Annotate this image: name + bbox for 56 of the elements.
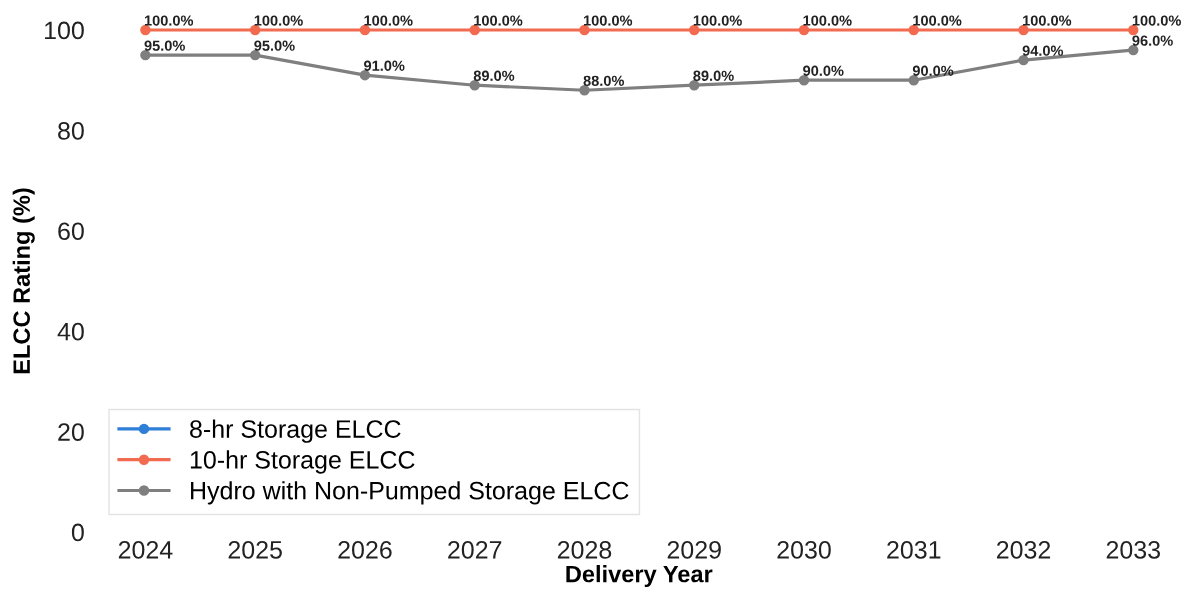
data-label: 100.0% <box>693 15 742 26</box>
data-label: 100.0% <box>913 15 962 26</box>
x-tick-label: 2031 <box>887 540 941 559</box>
y-axis-title: ELCC Rating (%) <box>12 188 35 374</box>
y-tick-label: 60 <box>58 222 84 241</box>
data-label: 100.0% <box>144 15 194 26</box>
data-label: 100.0% <box>254 15 303 26</box>
point <box>140 24 151 36</box>
data-label: 100.0% <box>1023 15 1072 26</box>
y-tick-label: 80 <box>58 122 84 140</box>
data-label: 95.0% <box>254 40 295 51</box>
data-label: 100.0% <box>474 15 523 26</box>
y-tick-label: 40 <box>57 322 84 341</box>
x-tick-label: 2028 <box>557 540 612 559</box>
point <box>689 80 700 91</box>
data-label: 89.0% <box>473 70 515 81</box>
data-label: 94.0% <box>1022 45 1064 56</box>
legend-label: 10-hr Storage ELCC <box>190 450 415 474</box>
point <box>249 24 261 36</box>
point <box>908 74 919 86</box>
data-label: 96.0% <box>1132 35 1173 46</box>
x-tick-label: 2025 <box>228 540 282 559</box>
point <box>359 24 371 36</box>
y-tick-label: 100 <box>45 21 84 40</box>
x-tick-label: 2027 <box>448 540 502 559</box>
x-axis-title: Delivery Year <box>566 565 713 588</box>
x-tick-label: 2029 <box>667 540 721 559</box>
y-tick-label: 0 <box>71 523 84 542</box>
legend-label: 8-hr Storage ELCC <box>190 419 401 443</box>
data-label: 90.0% <box>803 65 844 76</box>
point <box>798 24 810 36</box>
data-label: 95.0% <box>144 40 185 51</box>
point <box>798 74 810 86</box>
x-tick-label: 2024 <box>118 540 173 559</box>
data-label: 100.0% <box>364 15 413 26</box>
data-label: 100.0% <box>803 15 852 26</box>
x-tick-label: 2026 <box>338 540 392 559</box>
point <box>359 69 371 81</box>
point <box>469 80 480 91</box>
x-tick-label: 2030 <box>777 540 831 559</box>
point <box>1018 24 1029 36</box>
data-label: 88.0% <box>583 75 625 86</box>
point <box>249 49 261 61</box>
x-tick-label: 2032 <box>996 540 1051 559</box>
y-tick-label: 20 <box>58 423 84 441</box>
point <box>579 85 590 96</box>
data-label: 89.0% <box>693 70 734 81</box>
point <box>908 24 919 36</box>
data-label: 100.0% <box>1132 15 1181 26</box>
point <box>469 24 480 36</box>
data-label: 91.0% <box>364 60 405 71</box>
data-label: 90.0% <box>912 65 954 76</box>
x-tick-label: 2033 <box>1106 540 1160 559</box>
point <box>579 24 590 36</box>
data-label: 100.0% <box>583 15 633 26</box>
legend-label: Hydro with Non-Pumped Storage ELCC <box>191 481 629 505</box>
